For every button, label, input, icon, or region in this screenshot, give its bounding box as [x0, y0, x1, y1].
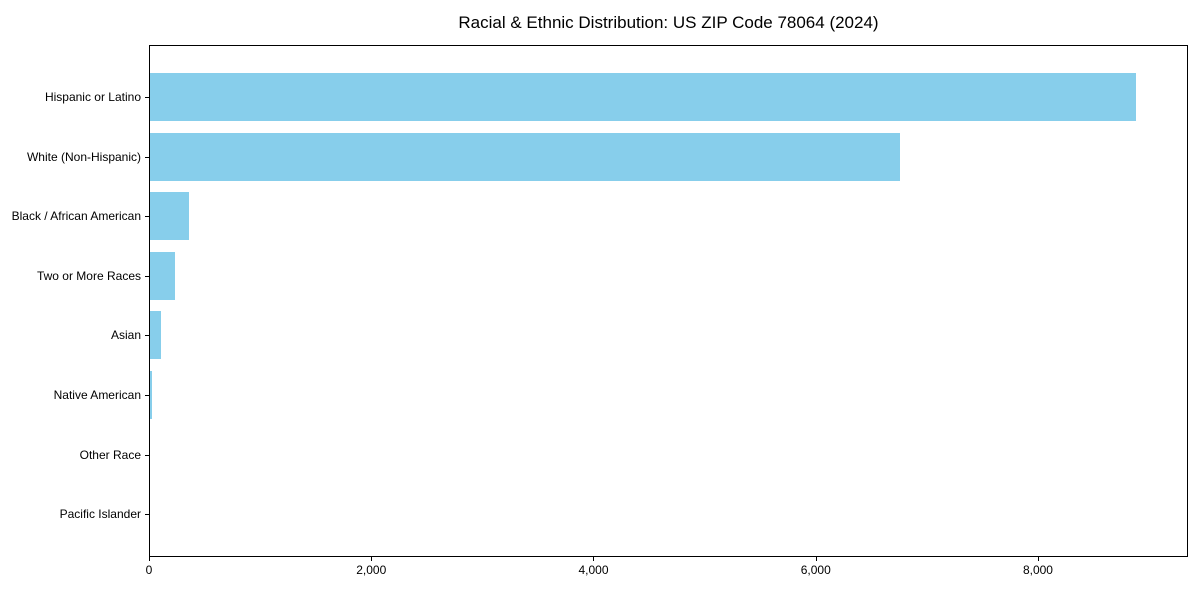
bar: [149, 371, 152, 419]
bar: [149, 430, 151, 479]
y-tick-mark: [145, 156, 149, 158]
y-tick-label: Other Race: [79, 447, 141, 462]
y-tick-mark: [145, 514, 149, 516]
x-tick-mark: [815, 557, 817, 561]
y-tick-label: Black / African American: [11, 209, 141, 224]
y-tick-mark: [145, 454, 149, 456]
y-tick-label: White (Non-Hispanic): [26, 149, 141, 164]
y-tick-mark: [145, 395, 149, 396]
x-tick-label: 6,000: [800, 563, 831, 577]
y-tick-mark: [145, 275, 149, 277]
y-tick-label: Native American: [53, 388, 141, 402]
bar: [149, 251, 176, 300]
x-tick-mark: [371, 557, 373, 561]
bar: [149, 73, 1136, 121]
chart-title: Racial & Ethnic Distribution: US ZIP Cod…: [458, 13, 879, 32]
x-tick-label: 0: [145, 563, 153, 577]
y-tick-mark: [145, 335, 149, 337]
x-tick-mark: [593, 557, 595, 561]
y-tick-label: Two or More Races: [36, 268, 141, 283]
x-tick-label: 4,000: [578, 563, 609, 577]
bar: [149, 311, 161, 360]
x-tick-mark: [149, 557, 150, 561]
bars-layer: [149, 45, 1188, 557]
bar: [149, 192, 189, 241]
y-tick-label: Hispanic or Latino: [44, 90, 141, 104]
y-tick-mark: [145, 97, 149, 98]
x-tick-mark: [1037, 557, 1039, 561]
x-tick-label: 8,000: [1022, 563, 1053, 577]
x-tick-label: 2,000: [356, 563, 387, 577]
bar: [149, 132, 901, 181]
y-tick-mark: [145, 216, 149, 218]
bar: [149, 490, 150, 539]
y-tick-label: Asian: [110, 328, 141, 343]
y-tick-label: Pacific Islander: [59, 507, 141, 522]
